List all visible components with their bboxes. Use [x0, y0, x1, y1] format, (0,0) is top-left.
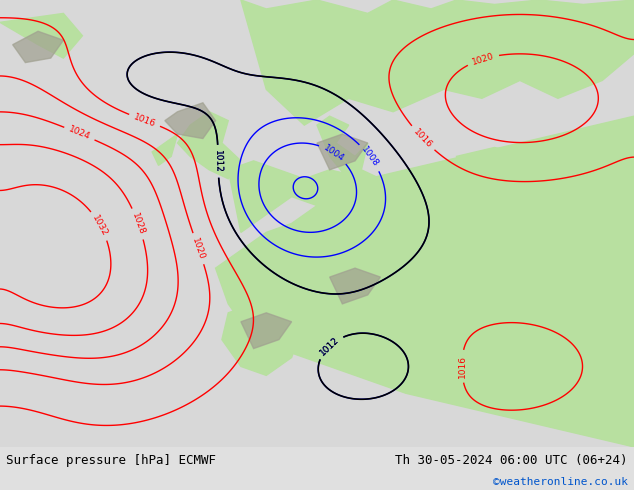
Text: Th 30-05-2024 06:00 UTC (06+24): Th 30-05-2024 06:00 UTC (06+24)	[395, 454, 628, 467]
Polygon shape	[317, 134, 368, 170]
Polygon shape	[152, 134, 178, 165]
Text: 1012: 1012	[318, 335, 341, 357]
Text: 1008: 1008	[359, 146, 380, 169]
Polygon shape	[222, 304, 304, 375]
Text: ©weatheronline.co.uk: ©weatheronline.co.uk	[493, 477, 628, 487]
Text: 1032: 1032	[91, 214, 110, 238]
Text: 1004: 1004	[321, 143, 346, 163]
Polygon shape	[13, 31, 63, 63]
Polygon shape	[456, 147, 634, 447]
Polygon shape	[165, 103, 216, 139]
Polygon shape	[178, 112, 241, 179]
Text: 1020: 1020	[190, 236, 207, 261]
Polygon shape	[0, 13, 82, 58]
Polygon shape	[330, 268, 380, 304]
Text: 1012: 1012	[213, 150, 223, 173]
Polygon shape	[241, 313, 292, 348]
Polygon shape	[241, 0, 634, 125]
Text: 1024: 1024	[67, 125, 92, 142]
Text: 1028: 1028	[130, 212, 146, 236]
Text: 1020: 1020	[471, 51, 495, 67]
Text: 1016: 1016	[411, 127, 434, 150]
Polygon shape	[317, 116, 380, 201]
Text: Surface pressure [hPa] ECMWF: Surface pressure [hPa] ECMWF	[6, 454, 216, 467]
Polygon shape	[216, 116, 634, 447]
Text: 1016: 1016	[133, 112, 157, 129]
Text: 1012: 1012	[318, 335, 341, 357]
Text: 1016: 1016	[458, 355, 467, 378]
Text: 1012: 1012	[213, 150, 223, 173]
